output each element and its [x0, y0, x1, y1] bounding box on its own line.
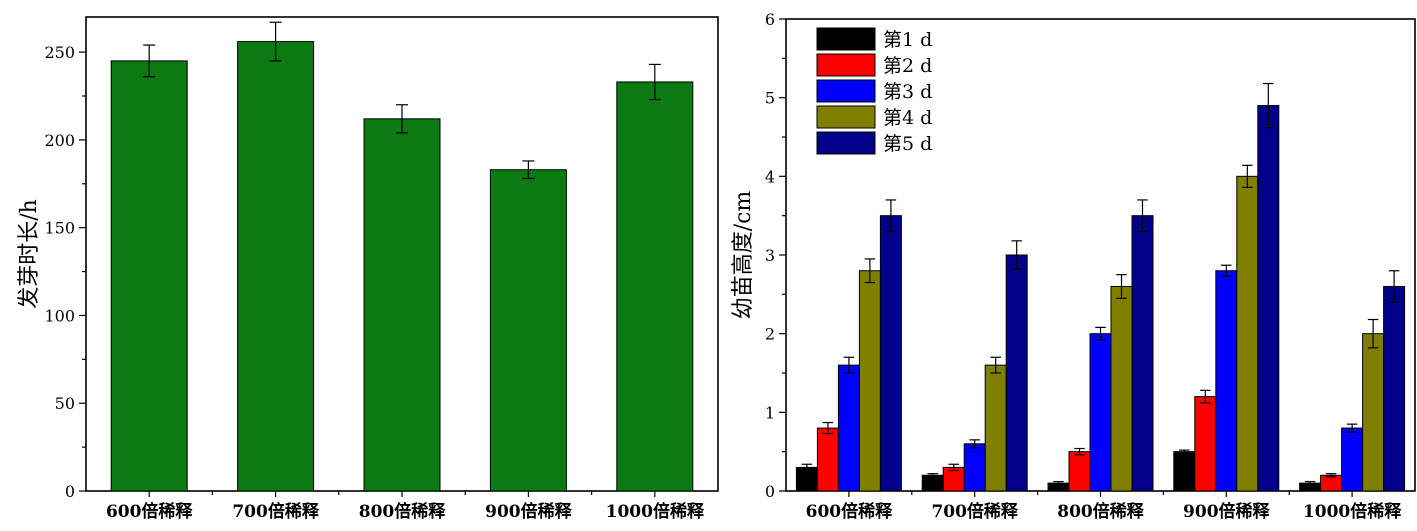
bar	[237, 41, 315, 492]
bar	[1131, 215, 1154, 492]
y-tick-label: 100	[44, 306, 75, 325]
bar	[1215, 270, 1238, 492]
y-tick-label: 1	[765, 403, 775, 422]
y-tick-label: 0	[65, 482, 75, 501]
y-tick-label: 2	[765, 325, 775, 344]
bar	[489, 169, 567, 492]
bar	[1383, 285, 1406, 492]
bar	[110, 60, 188, 492]
bar	[1068, 451, 1091, 492]
legend-swatch	[816, 131, 876, 155]
category-label: 1000倍稀释	[606, 501, 705, 522]
category-label: 800倍稀释	[1057, 501, 1144, 522]
category-label: 600倍稀释	[106, 501, 193, 522]
category-label: 600倍稀释	[806, 501, 893, 522]
category-label: 900倍稀释	[1183, 501, 1270, 522]
legend-swatch	[816, 53, 876, 77]
y-tick-label: 150	[44, 219, 75, 238]
seedling-height-chart: 0 1 2 3 4 5 6 幼苗高度/cm 600倍稀释 700倍稀释 800倍稀释 900倍稀释 10…	[731, 10, 1416, 522]
bar	[1320, 474, 1343, 492]
bar	[963, 443, 986, 492]
category-label: 800倍稀释	[359, 501, 446, 522]
y-axis-label: 发芽时长/h	[17, 199, 42, 309]
bar	[363, 118, 441, 492]
bar	[837, 364, 860, 492]
legend-label: 第3 d	[883, 81, 932, 103]
y-tick-label: 200	[44, 131, 75, 150]
bar	[1194, 396, 1217, 492]
bar	[1089, 333, 1112, 492]
bar	[1257, 105, 1280, 492]
bar	[816, 427, 839, 492]
y-axis-label: 幼苗高度/cm	[731, 191, 756, 320]
bar	[1236, 175, 1259, 492]
bar	[1173, 451, 1196, 492]
legend-label: 第2 d	[883, 55, 932, 77]
y-tick-label: 5	[765, 89, 775, 108]
germination-duration-chart: 0 50 100 150 200 250 发芽时长/h 600倍稀释 700倍稀释 800倍稀释 9…	[17, 16, 719, 522]
category-label: 700倍稀释	[931, 501, 1018, 522]
legend-swatch	[816, 79, 876, 103]
y-tick-label: 3	[765, 246, 775, 265]
bar	[1110, 285, 1133, 492]
bar	[858, 270, 881, 492]
legend-label: 第5 d	[883, 133, 932, 155]
category-label: 700倍稀释	[232, 501, 319, 522]
bar	[984, 364, 1007, 492]
y-tick-label: 6	[765, 10, 775, 29]
legend-label: 第1 d	[883, 29, 932, 51]
bar	[921, 474, 944, 492]
y-tick-label: 0	[765, 482, 775, 501]
bar	[1005, 254, 1028, 492]
bar	[1341, 427, 1364, 492]
bar	[879, 215, 902, 492]
y-tick-label: 250	[44, 43, 75, 62]
bar	[616, 81, 694, 492]
y-tick-label: 4	[765, 167, 775, 186]
legend-label: 第4 d	[883, 107, 932, 129]
category-label: 1000倍稀释	[1303, 501, 1402, 522]
bar	[1362, 333, 1385, 492]
category-label: 900倍稀释	[485, 501, 572, 522]
legend-swatch	[816, 105, 876, 129]
legend-swatch	[816, 27, 876, 51]
y-tick-label: 50	[55, 394, 75, 413]
